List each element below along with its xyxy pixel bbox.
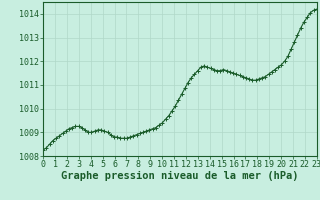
X-axis label: Graphe pression niveau de la mer (hPa): Graphe pression niveau de la mer (hPa) (61, 171, 299, 181)
